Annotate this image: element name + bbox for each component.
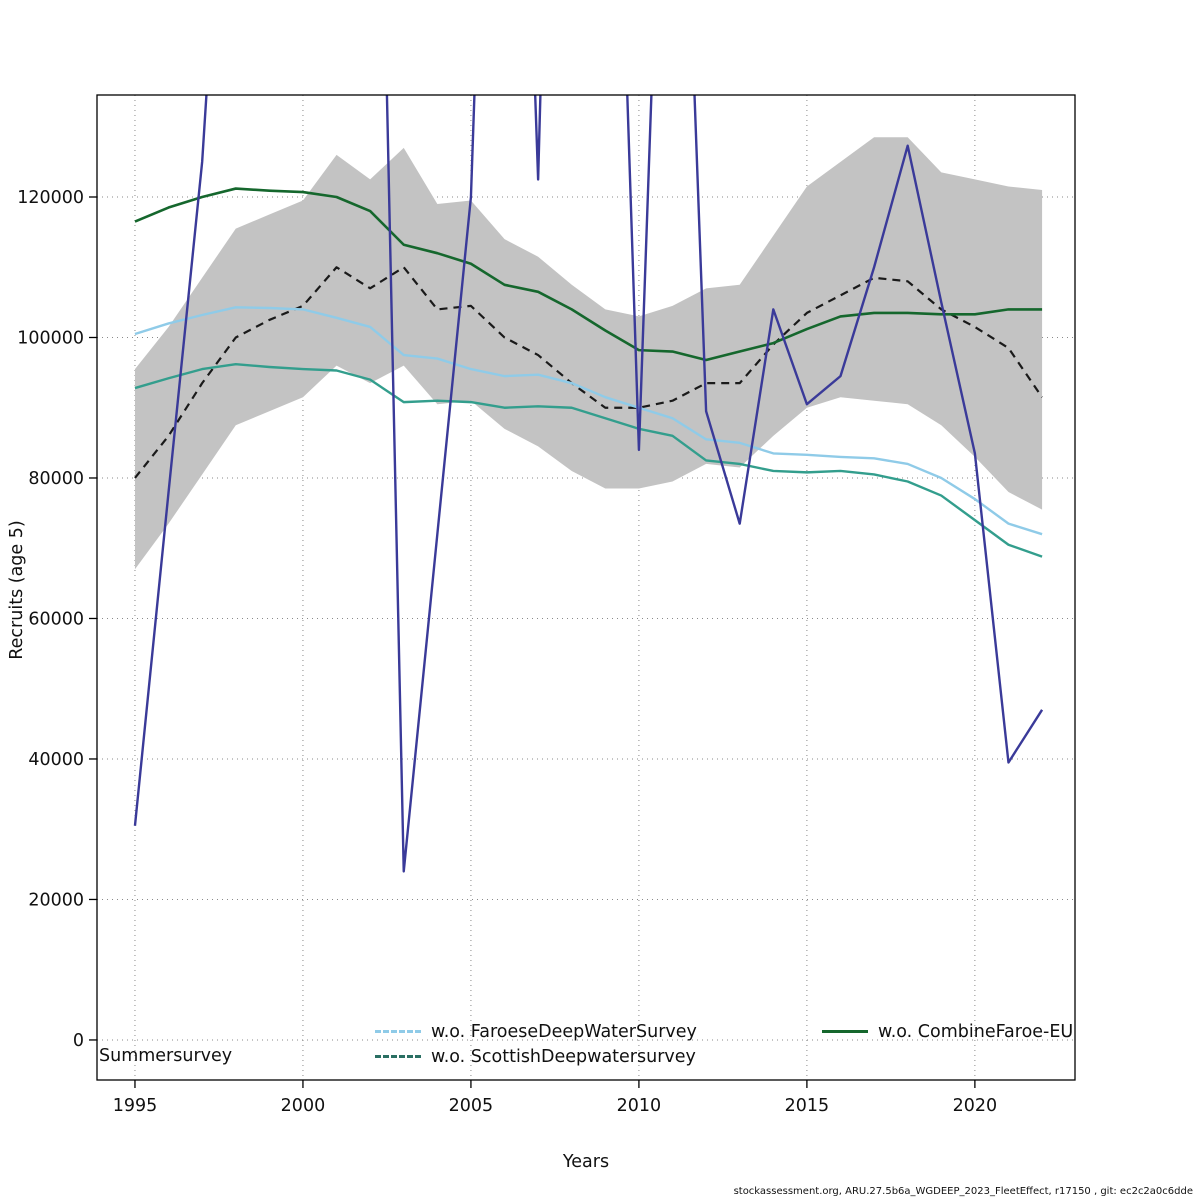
- legend-label-summersurvey: Summersurvey: [99, 1045, 233, 1066]
- y-tick-label: 120000: [17, 188, 84, 208]
- legend-item-scottish: w.o. ScottishDeepwatersurvey: [375, 1046, 696, 1067]
- legend-label-combine: w.o. CombineFaroe-EU: [878, 1021, 1074, 1042]
- legend-line-combine-icon: [822, 1030, 868, 1033]
- legend-label-faroese: w.o. FaroeseDeepWaterSurvey: [431, 1021, 697, 1042]
- legend-item-combine: w.o. CombineFaroe-EU: [822, 1021, 1073, 1042]
- y-tick-label: 60000: [28, 609, 84, 629]
- footer-attribution: stockassessment.org, ARU.27.5b6a_WGDEEP_…: [733, 1186, 1193, 1197]
- series-line-wo-ScottishDeepwatersurvey: [133, 95, 1044, 873]
- plot-border: [96, 94, 1076, 1081]
- y-tick-label: 80000: [28, 469, 84, 489]
- confidence-band: [134, 137, 1043, 570]
- x-tick-label: 2020: [953, 1096, 998, 1116]
- x-tick-label: 1995: [113, 1096, 158, 1116]
- series-line-Summersurvey: [134, 362, 1043, 558]
- x-tick-label: 2015: [785, 1096, 830, 1116]
- series-line-base: [134, 266, 1043, 479]
- legend-label-scottish: w.o. ScottishDeepwatersurvey: [431, 1046, 696, 1067]
- y-tick-label: 100000: [17, 328, 84, 348]
- series-line-wo-FaroeseDeepWaterSurvey: [134, 306, 1043, 536]
- x-axis-title: Years: [562, 1152, 610, 1172]
- x-tick-label: 2005: [449, 1096, 494, 1116]
- series-line-wo-CombineFaroe-EU: [134, 187, 1043, 362]
- x-tick-label: 2000: [281, 1096, 326, 1116]
- legend-item-faroese: w.o. FaroeseDeepWaterSurvey: [375, 1021, 697, 1042]
- y-tick-label: 40000: [28, 750, 84, 770]
- y-axis-title: Recruits (age 5): [7, 520, 27, 660]
- y-tick-label: 0: [73, 1031, 84, 1051]
- y-tick-label: 20000: [28, 890, 84, 910]
- legend-item-summersurvey: Summersurvey: [99, 1045, 232, 1066]
- x-tick-label: 2010: [617, 1096, 662, 1116]
- legend-line-scottish-icon: [375, 1055, 421, 1058]
- legend-line-faroese-icon: [375, 1030, 421, 1033]
